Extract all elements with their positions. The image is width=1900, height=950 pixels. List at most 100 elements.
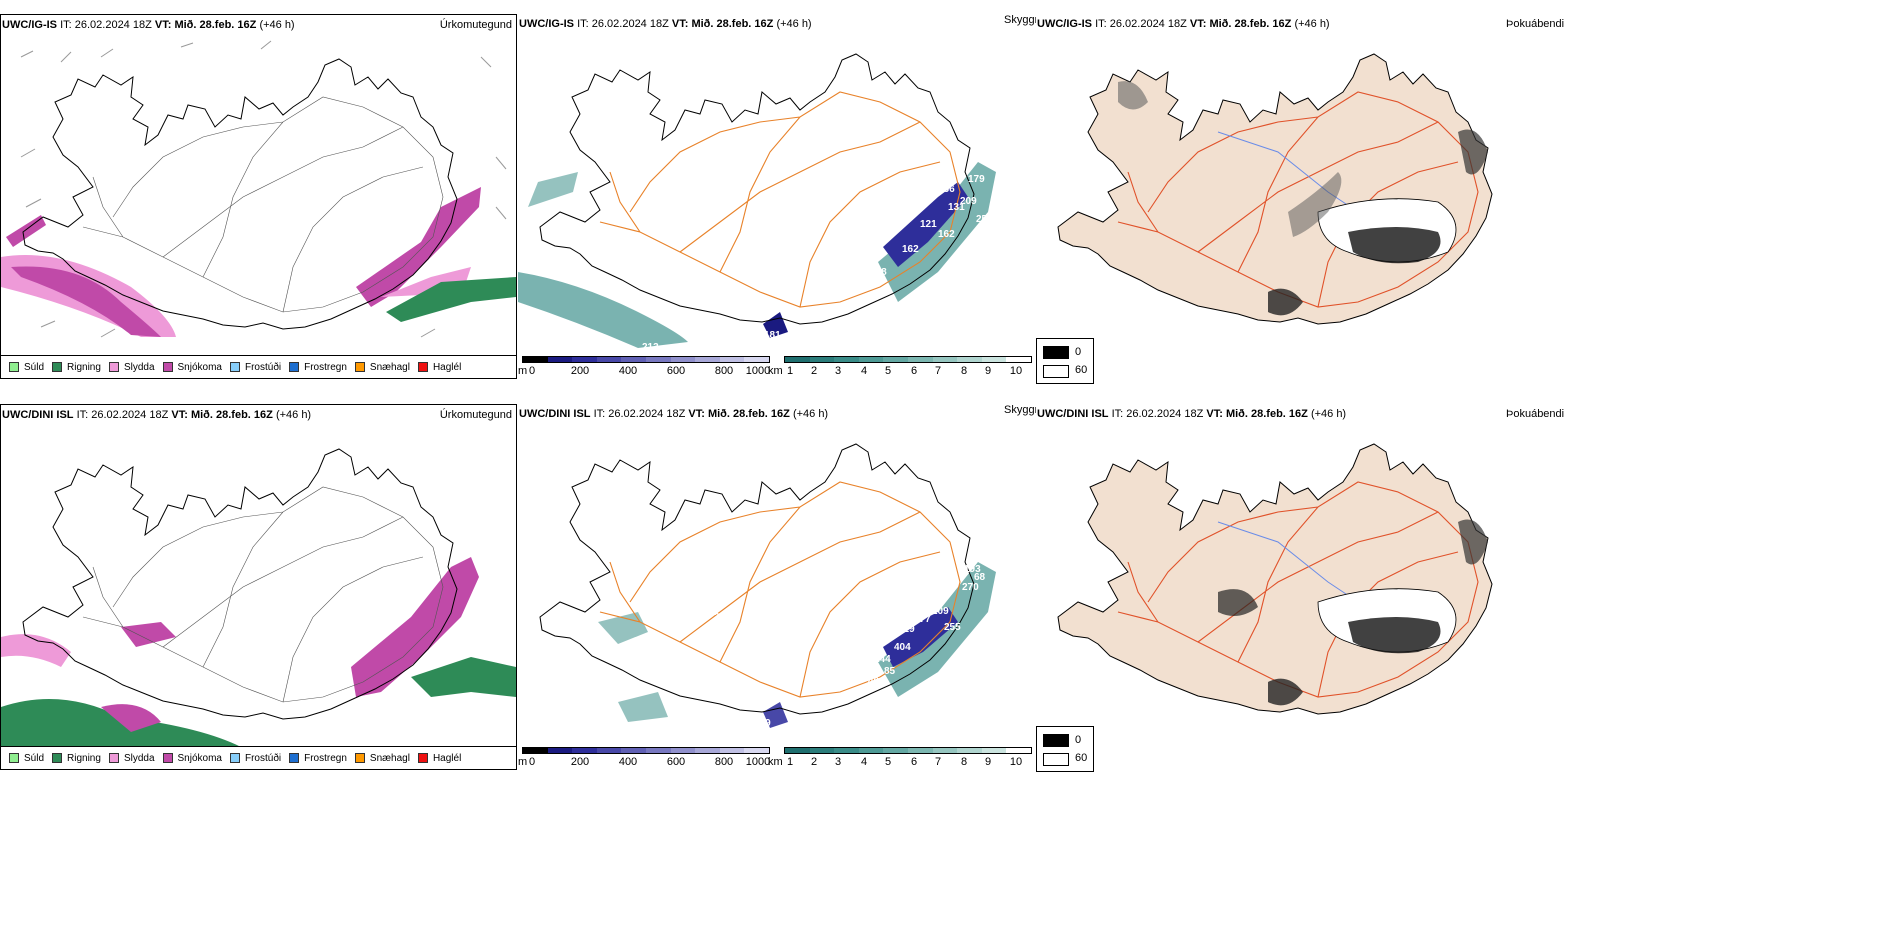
vis-value-label: 404 <box>894 642 911 653</box>
vis-value-label: 181 <box>764 330 781 341</box>
colorbar-tick: 1 <box>786 756 794 768</box>
precip-type-panel-top: UWC/IG-IS IT: 26.02.2024 18Z VT: Mið. 28… <box>0 14 517 379</box>
vis-value-label: 163 <box>766 209 783 220</box>
colorbar-tick: 4 <box>860 365 868 377</box>
colorbar-tick: 6 <box>910 756 918 768</box>
colorbar-km <box>784 747 1032 754</box>
vis-value-label: 148 <box>970 154 987 165</box>
legend-item: Frostregn <box>289 753 347 764</box>
legend-swatch <box>52 362 63 372</box>
legend-swatch <box>417 362 428 372</box>
vis-value-label: 831 <box>660 616 677 627</box>
model-header: UWC/DINI ISL IT: 26.02.2024 18Z VT: Mið.… <box>519 408 829 420</box>
legend-swatch <box>229 753 240 763</box>
colorbar-tick: 3 <box>834 365 842 377</box>
colorbar-tick: 1000 <box>745 756 771 768</box>
colorbar-tick: 1000 <box>745 365 771 377</box>
legend-swatch <box>9 362 19 372</box>
precip-type-panel-bottom: UWC/DINI ISL IT: 26.02.2024 18Z VT: Mið.… <box>0 404 517 770</box>
legend-item: Rigning <box>52 753 101 764</box>
legend-swatch <box>162 753 173 763</box>
legend-item: Snjókoma <box>162 362 222 373</box>
fog-legend-swatch-white <box>1043 365 1069 378</box>
colorbar-tick: 600 <box>666 756 686 768</box>
colorbar-tick: 9 <box>984 365 992 377</box>
vis-value-label: 3 <box>772 592 778 603</box>
dense-fog-area <box>883 607 958 667</box>
colorbar-tick: 5 <box>884 756 892 768</box>
vis-value-label: 209 <box>932 606 949 617</box>
legend-swatch <box>9 753 19 763</box>
colorbar-km <box>784 356 1032 363</box>
vis-value-label: 128 <box>870 267 887 278</box>
model-header: UWC/DINI ISL IT: 26.02.2024 18Z VT: Mið.… <box>1037 408 1347 420</box>
panel-title: Skyggni <box>1004 14 1044 26</box>
legend-item: Snjókoma <box>162 753 222 764</box>
visibility-panel-bottom: UWC/DINI ISL IT: 26.02.2024 18Z VT: Mið.… <box>518 404 1043 770</box>
legend-item: Frostúði <box>229 362 281 373</box>
colorbar-tick: 5 <box>884 365 892 377</box>
colorbar-tick: 800 <box>714 756 734 768</box>
colorbar-tick: 10 <box>1009 365 1023 377</box>
fog-legend-value: 0 <box>1075 734 1082 746</box>
vis-value-label: 254 <box>714 612 731 623</box>
vis-value-label: 162 <box>938 229 955 240</box>
legend-swatch <box>229 362 240 372</box>
legend-item: Súld <box>9 362 44 373</box>
colorbar-unit-m: m <box>518 756 528 768</box>
legend-swatch <box>162 362 173 372</box>
legend-swatch <box>289 753 300 763</box>
vis-value-label: 356 <box>756 696 773 707</box>
snow-area <box>11 266 161 337</box>
panel-title: Þokuábendi <box>1506 408 1565 420</box>
vis-value-label: 162 <box>902 244 919 255</box>
colorbar-unit-m: m <box>518 365 528 377</box>
colorbar-tick: 8 <box>960 365 968 377</box>
vis-value-label: 213 <box>642 342 659 352</box>
vis-value-label: 255 <box>944 622 961 633</box>
colorbar-meters <box>522 747 770 754</box>
legend-item: Rigning <box>52 362 101 373</box>
colorbar-tick: 9 <box>984 756 992 768</box>
vis-value-label: 68 <box>974 572 986 583</box>
legend-item: Frostúði <box>229 753 281 764</box>
legend-swatch <box>52 753 63 763</box>
legend-swatch <box>108 362 119 372</box>
fog-legend-value: 60 <box>1075 364 1088 376</box>
legend-swatch <box>354 753 365 763</box>
colorbar-tick: 400 <box>618 756 638 768</box>
colorbar-tick: 8 <box>960 756 968 768</box>
fog-index-map <box>1057 443 1493 715</box>
fog-index-panel-top: UWC/IG-IS IT: 26.02.2024 18Z VT: Mið. 28… <box>1036 14 1900 384</box>
dense-fog-area <box>883 182 968 267</box>
low-vis-area-west <box>528 172 578 207</box>
vis-value-label: 177 <box>914 614 931 625</box>
vis-value-label: 81 <box>530 259 542 270</box>
model-header: UWC/IG-IS IT: 26.02.2024 18Z VT: Mið. 28… <box>2 19 295 31</box>
vis-value-label: 131 <box>948 202 965 213</box>
colorbar-tick: 600 <box>666 365 686 377</box>
panel-title: Skyggni <box>1004 404 1044 416</box>
model-header: UWC/IG-IS IT: 26.02.2024 18Z VT: Mið. 28… <box>519 18 812 30</box>
legend-item: Frostregn <box>289 362 347 373</box>
colorbar-tick: 7 <box>934 756 942 768</box>
vis-value-label: 270 <box>962 582 979 593</box>
panel-title: Úrkomutegund <box>439 409 512 421</box>
colorbar-tick: 800 <box>714 365 734 377</box>
fog-legend-value: 0 <box>1075 346 1082 358</box>
colorbar-unit-km: km <box>768 756 783 768</box>
visibility-panel-top: UWC/IG-IS IT: 26.02.2024 18Z VT: Mið. 28… <box>518 14 1043 379</box>
vis-value-label: 193 <box>964 564 981 575</box>
rain-area-east <box>386 277 516 322</box>
precip-type-map <box>1 40 516 338</box>
sleet-area <box>1 634 71 667</box>
precip-legend: Súld Rigning Slydda Snjókoma Frostúði Fr… <box>1 355 516 378</box>
colorbar-tick: 3 <box>834 756 842 768</box>
colorbar-tick: 1 <box>786 365 794 377</box>
colorbar-tick: 200 <box>570 756 590 768</box>
colorbar-tick: 200 <box>570 365 590 377</box>
legend-swatch <box>354 362 365 372</box>
snow-area-south <box>101 704 161 732</box>
vis-value-label: 121 <box>920 219 937 230</box>
vis-value-label: 329 <box>898 624 915 635</box>
